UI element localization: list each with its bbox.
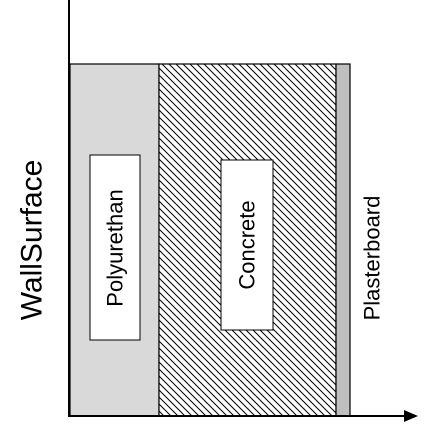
wall-surface-axis-label: WallSurface: [16, 160, 49, 321]
concrete-label-box: [220, 159, 274, 331]
polyurethane-label-box: [89, 154, 141, 341]
horizontal-axis-arrowhead: [404, 410, 418, 422]
plasterboard-label: Plasterboard: [360, 196, 385, 321]
plasterboard-layer: [335, 63, 351, 417]
polyurethane-label: Polyurethan: [103, 189, 128, 306]
concrete-label: Concrete: [235, 200, 260, 289]
